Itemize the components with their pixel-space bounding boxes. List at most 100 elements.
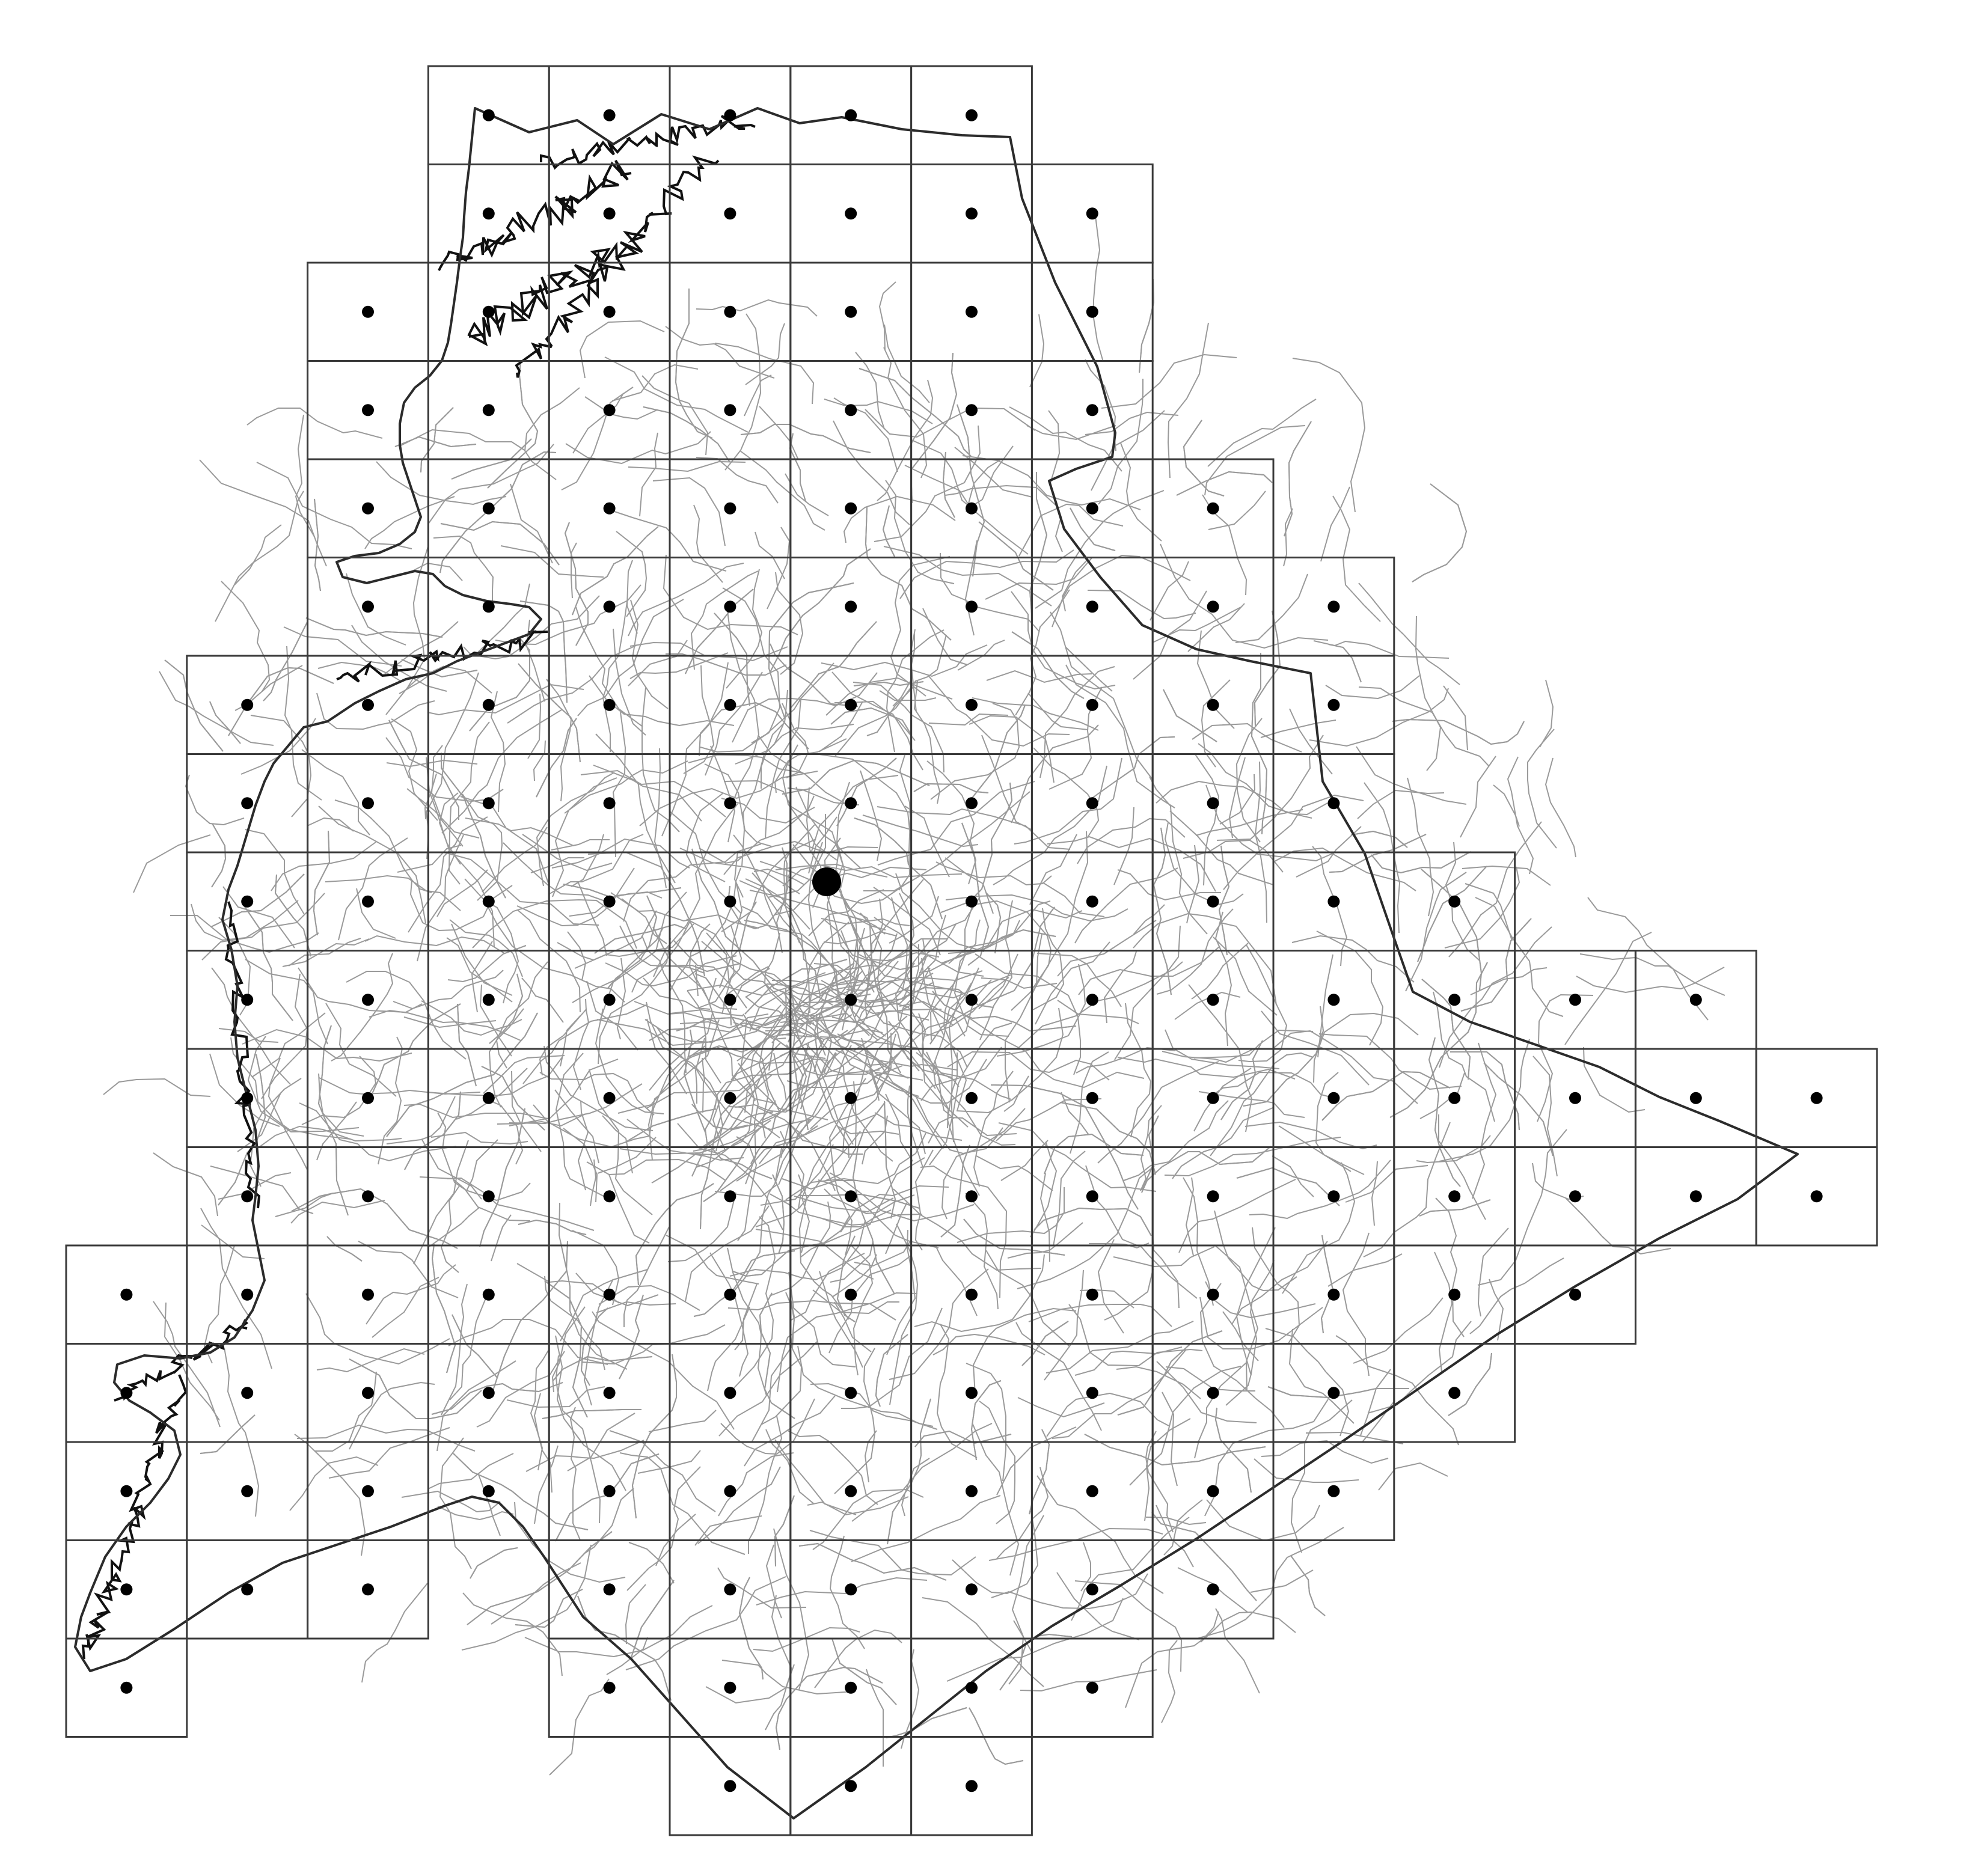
road-segment xyxy=(1199,1297,1323,1349)
road-segment xyxy=(1576,967,1725,994)
centroid-point xyxy=(1086,305,1098,318)
road-segment xyxy=(787,949,923,1010)
road-segment xyxy=(981,977,1058,989)
road-segment xyxy=(895,962,936,1075)
road-segment xyxy=(954,447,1033,498)
road-segment xyxy=(852,1102,895,1295)
road-segment xyxy=(744,1034,806,1113)
road-segment xyxy=(932,1333,1046,1355)
road-segment xyxy=(738,1577,764,1680)
road-segment xyxy=(831,1254,877,1298)
centroid-point xyxy=(362,404,374,417)
road-network xyxy=(103,215,1725,1776)
road-segment xyxy=(831,1638,897,1705)
road-segment xyxy=(1151,1512,1257,1601)
road-segment xyxy=(1392,718,1525,745)
centroid-point xyxy=(482,502,495,515)
road-segment xyxy=(797,1345,934,1427)
road-segment xyxy=(497,1113,586,1127)
road-segment xyxy=(1204,425,1306,496)
road-segment xyxy=(945,857,994,914)
road-segment xyxy=(1116,1366,1201,1399)
road-segment xyxy=(691,848,811,1025)
road-segment xyxy=(722,587,781,744)
centroid-point xyxy=(1207,797,1219,810)
road-segment xyxy=(745,323,785,385)
road-segment xyxy=(1460,756,1496,838)
road-segment xyxy=(975,953,1081,1075)
centroid-point xyxy=(1207,502,1219,515)
road-segment xyxy=(753,868,805,885)
road-segment xyxy=(1205,784,1336,862)
road-segment xyxy=(1133,912,1221,949)
road-segment xyxy=(1216,735,1324,841)
road-segment xyxy=(683,665,715,774)
centroid-point xyxy=(1810,1190,1823,1203)
road-segment xyxy=(745,995,793,1185)
centroid-point xyxy=(1086,698,1098,711)
road-segment xyxy=(209,701,241,744)
centroid-point xyxy=(1086,797,1098,810)
road-segment xyxy=(925,977,1009,1037)
road-segment xyxy=(782,759,930,795)
road-segment xyxy=(361,1583,428,1683)
centroid-point xyxy=(603,1387,616,1399)
road-segment xyxy=(744,374,772,417)
road-segment xyxy=(1036,953,1122,1007)
road-segment xyxy=(824,1081,857,1182)
road-segment xyxy=(1435,1197,1465,1337)
road-segment xyxy=(469,638,530,732)
road-segment xyxy=(524,1605,713,1658)
road-segment xyxy=(483,1055,565,1094)
road-segment xyxy=(811,775,899,852)
road-segment xyxy=(572,1230,620,1306)
road-segment xyxy=(222,886,295,949)
road-segment xyxy=(1187,603,1245,652)
road-segment xyxy=(1462,865,1551,886)
road-segment xyxy=(449,1292,489,1401)
road-segment xyxy=(1113,1246,1215,1268)
road-segment xyxy=(879,690,937,701)
centroid-point xyxy=(724,502,736,515)
road-segment xyxy=(1493,784,1520,827)
road-segment xyxy=(1026,425,1116,441)
road-segment xyxy=(996,1467,1049,1559)
road-segment xyxy=(1309,688,1449,747)
road-segment xyxy=(1011,591,1116,690)
road-segment xyxy=(883,347,928,478)
road-segment xyxy=(200,1414,256,1454)
road-segment xyxy=(646,1018,687,1095)
centroid-point xyxy=(1086,1485,1098,1497)
road-segment xyxy=(1061,1092,1089,1135)
road-segment xyxy=(768,582,854,720)
road-segment xyxy=(256,1125,402,1150)
road-segment xyxy=(913,783,989,793)
centroid-point xyxy=(603,994,616,1006)
road-segment xyxy=(366,1264,456,1325)
road-segment xyxy=(521,977,564,1023)
road-segment xyxy=(809,961,899,1020)
road-segment xyxy=(694,1515,762,1546)
road-segment xyxy=(835,967,979,1066)
road-segment xyxy=(617,1045,706,1114)
road-segment xyxy=(439,451,557,573)
road-segment xyxy=(862,814,979,848)
road-segment xyxy=(1320,486,1350,562)
road-segment xyxy=(536,772,615,887)
road-segment xyxy=(191,900,299,941)
road-segment xyxy=(1011,724,1099,823)
road-segment xyxy=(861,1037,926,1155)
road-segment xyxy=(619,925,705,974)
centroid-point xyxy=(1327,994,1340,1006)
road-segment xyxy=(569,1407,581,1541)
road-segment xyxy=(245,829,305,915)
road-segment xyxy=(1235,718,1263,843)
centroid-point xyxy=(1327,1387,1340,1399)
road-segment xyxy=(818,1179,939,1248)
centroid-point xyxy=(966,698,978,711)
centroid-point xyxy=(362,305,374,318)
road-segment xyxy=(218,917,251,1016)
road-segment xyxy=(972,697,1099,731)
road-segment xyxy=(1185,1177,1195,1256)
centroid-point xyxy=(1448,1190,1461,1203)
